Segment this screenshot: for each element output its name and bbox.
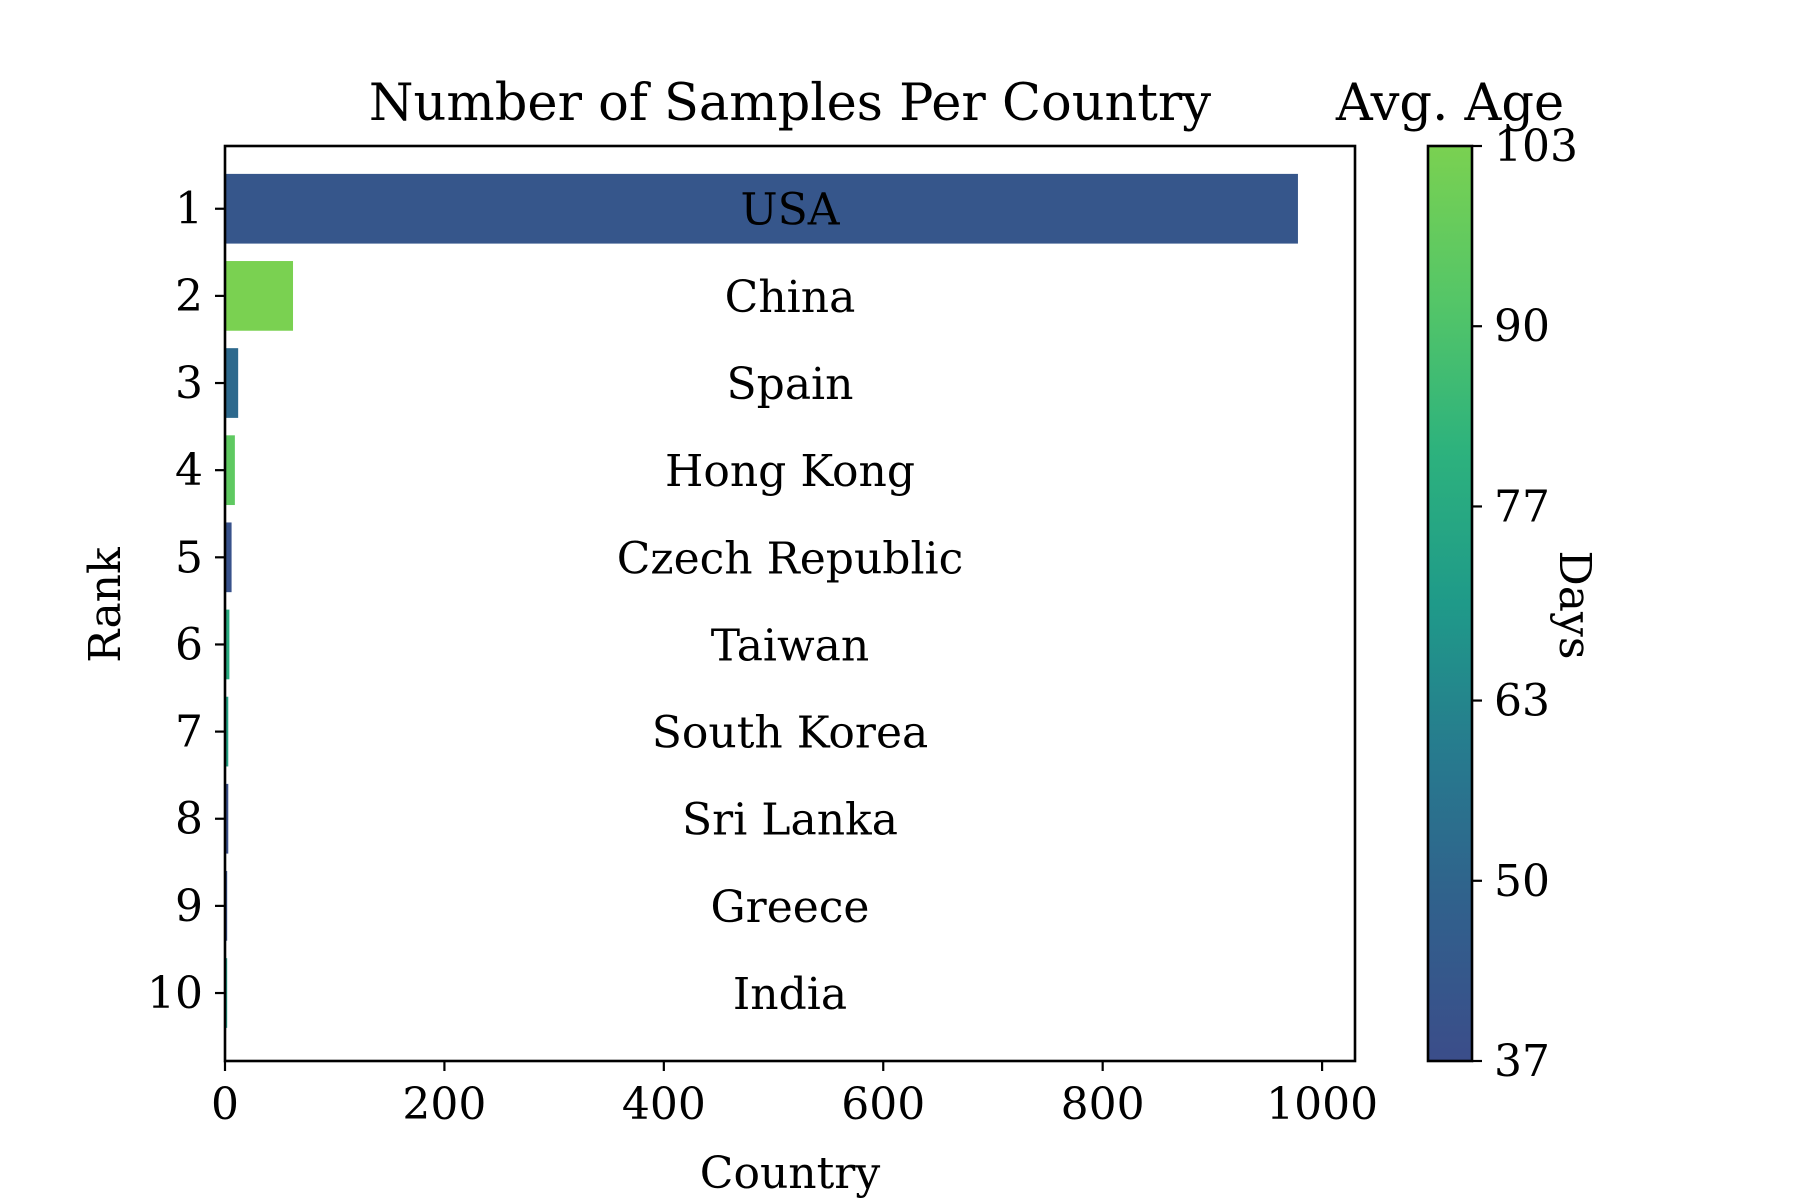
plot-area-frame	[223, 144, 1357, 1063]
colorbar-tick-label: 37	[1494, 1036, 1550, 1087]
x-tick-label: 1000	[1266, 1079, 1378, 1130]
country-label: Greece	[711, 882, 870, 933]
bar-rank-2	[225, 261, 294, 331]
bar-rank-7	[225, 696, 229, 767]
x-axis-label: Country	[700, 1148, 881, 1199]
x-tick-label: 600	[841, 1079, 925, 1130]
colorbar	[1426, 144, 1474, 1063]
y-tick-label: 6	[175, 619, 203, 670]
country-label: Sri Lanka	[682, 795, 898, 846]
country-label: Spain	[727, 359, 854, 410]
x-tick-label: 0	[211, 1079, 239, 1130]
y-tick-label: 10	[147, 968, 203, 1019]
y-tick-label: 9	[175, 881, 203, 932]
chart-title: Number of Samples Per Country	[369, 74, 1211, 133]
x-tick-label: 200	[402, 1079, 486, 1130]
y-tick-label: 8	[175, 794, 203, 845]
y-tick-label: 5	[175, 532, 203, 583]
bar-rank-4	[225, 435, 235, 506]
x-tick-label: 800	[1061, 1079, 1145, 1130]
country-label: Czech Republic	[617, 533, 963, 584]
x-tick-label: 400	[622, 1079, 706, 1130]
country-label: Hong Kong	[665, 446, 915, 497]
y-tick-label: 7	[175, 707, 203, 758]
country-label: Taiwan	[711, 620, 869, 671]
y-axis-label: Rank	[80, 547, 131, 663]
colorbar-tick-label: 103	[1494, 121, 1578, 172]
country-label: USA	[741, 185, 841, 236]
country-label: China	[725, 272, 856, 323]
colorbar-tick-label: 77	[1494, 481, 1550, 532]
y-tick-label: 4	[175, 445, 203, 496]
colorbar-tick-label: 90	[1494, 301, 1550, 352]
bar-rank-5	[225, 522, 232, 593]
country-label: South Korea	[652, 708, 928, 759]
colorbar-title: Avg. Age	[1335, 74, 1564, 133]
country-label: India	[733, 969, 847, 1020]
y-tick-label: 3	[175, 358, 203, 409]
bar-rank-1	[225, 173, 1298, 244]
colorbar-tick-label: 50	[1494, 856, 1550, 907]
y-tick-label: 2	[175, 271, 203, 322]
colorbar-label: Days	[1549, 551, 1600, 660]
bar-rank-3	[225, 348, 239, 418]
y-tick-label: 1	[175, 184, 203, 235]
colorbar-tick-label: 63	[1494, 676, 1550, 727]
bar-rank-6	[225, 609, 230, 680]
bar-rank-8	[225, 783, 229, 854]
